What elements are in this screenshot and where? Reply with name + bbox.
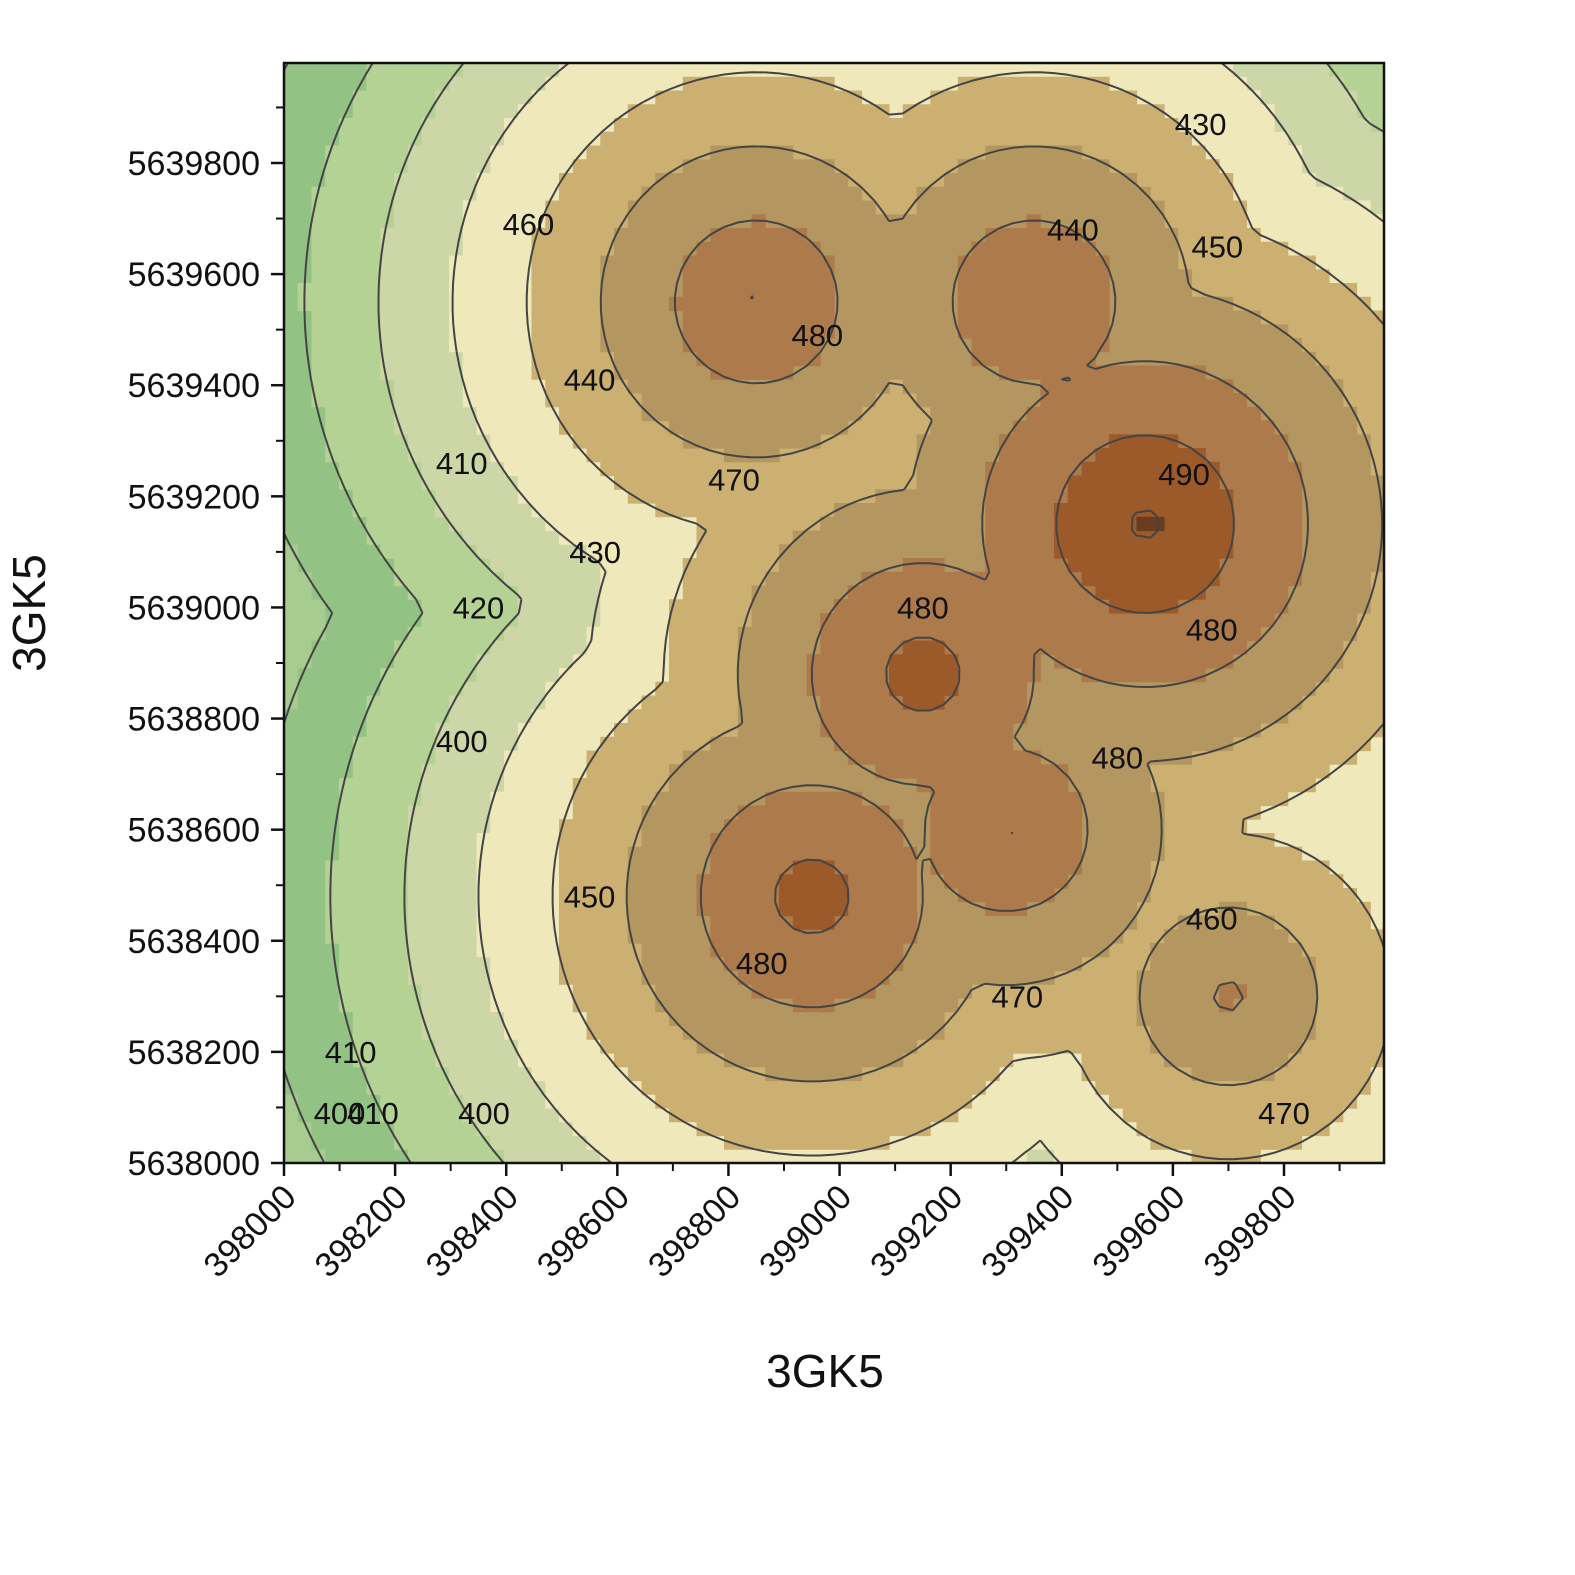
y-tick-label: 5638600: [128, 812, 260, 850]
contour-label: 450: [564, 879, 616, 914]
contour-label: 480: [1186, 613, 1238, 648]
contour-label: 480: [897, 590, 949, 625]
contour-line-430: [377, 63, 1384, 1163]
y-tick-label: 5639200: [128, 478, 260, 516]
contour-line-450: [525, 71, 1384, 1161]
contour-band-480: [779, 434, 1234, 930]
contour-line-440: [451, 63, 1384, 1163]
contour-label: 430: [1175, 107, 1227, 142]
plot-frame: [282, 61, 1386, 1165]
contour-label: 450: [1191, 229, 1243, 264]
y-tick-label: 5638400: [128, 923, 260, 961]
contour-band-490: [1136, 516, 1165, 532]
contour-label: 460: [1186, 902, 1238, 937]
contour-label: 470: [1258, 1096, 1310, 1131]
contour-line-410: [284, 63, 334, 1163]
contour-label: 430: [569, 535, 621, 570]
contour-label: 480: [736, 946, 788, 981]
contour-label: 400: [314, 1096, 366, 1131]
contour-label: 470: [708, 463, 760, 498]
contour-bands: [284, 63, 1384, 1163]
contour-label: 410: [347, 1096, 399, 1131]
contour-label: 410: [325, 1035, 377, 1070]
y-tick-label: 5639000: [128, 589, 260, 627]
contour-label: 400: [458, 1096, 510, 1131]
contour-label: 460: [503, 207, 555, 242]
contour-label: 470: [991, 979, 1043, 1014]
x-axis-title: 3GK5: [766, 1345, 884, 1397]
contour-line-490: [1131, 509, 1159, 539]
contour-line-480: [750, 295, 1235, 934]
contour-label: 410: [436, 446, 488, 481]
contour-label: 440: [564, 363, 616, 398]
contour-band-470: [669, 214, 1303, 1013]
y-axis-title: 3GK5: [3, 554, 55, 672]
contour-label: 440: [1047, 213, 1099, 248]
contour-label: 400: [436, 724, 488, 759]
plot-area: [284, 63, 1384, 1163]
contour-labels: 430 440 450 460 480 440 410 470 490 430 420 480 480 4…: [314, 107, 1310, 1131]
y-tick-label: 5638000: [128, 1145, 260, 1183]
y-tick-label: 5639800: [128, 145, 260, 183]
y-tick-label: 5639400: [128, 367, 260, 405]
contour-label: 480: [791, 318, 843, 353]
y-tick-label: 5638200: [128, 1034, 260, 1072]
contour-line-470: [673, 219, 1309, 1012]
contour-line-420: [303, 63, 424, 1163]
contour-line-460: [599, 145, 1384, 1087]
y-tick-label: 5639600: [128, 256, 260, 294]
contour-label: 480: [1091, 740, 1143, 775]
contour-label: 490: [1158, 457, 1210, 492]
y-tick-label: 5638800: [128, 701, 260, 739]
contour-label: 420: [453, 590, 505, 625]
